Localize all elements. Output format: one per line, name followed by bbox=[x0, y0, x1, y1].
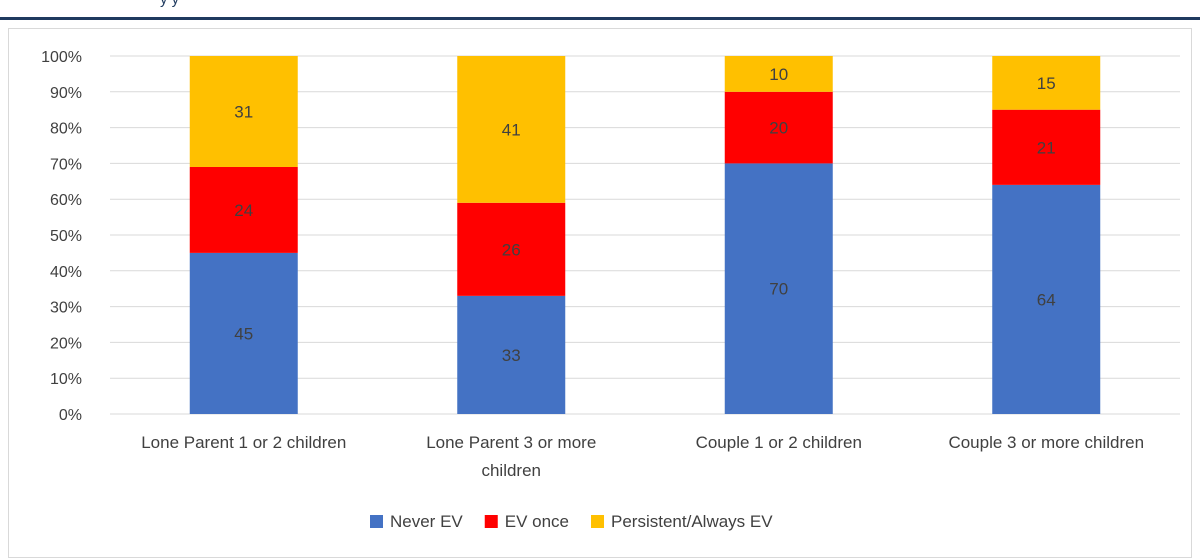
data-label: 70 bbox=[769, 280, 788, 299]
legend-swatch bbox=[591, 515, 605, 528]
data-label: 41 bbox=[502, 120, 521, 139]
data-label: 20 bbox=[769, 119, 788, 138]
x-category-label: Couple 1 or 2 children bbox=[696, 433, 862, 452]
bar-segment-never-ev bbox=[992, 184, 1101, 414]
y-tick-label: 40% bbox=[50, 264, 82, 281]
data-label: 21 bbox=[1037, 138, 1056, 157]
bar-segment-persistent-always-ev bbox=[992, 56, 1101, 110]
legend-item: EV once bbox=[484, 512, 569, 531]
y-tick-label: 100% bbox=[41, 49, 82, 66]
y-tick-label: 20% bbox=[50, 335, 82, 352]
data-label: 10 bbox=[769, 65, 788, 84]
bar-group: 70 20 10 bbox=[724, 56, 833, 414]
cropped-header-text: y y bbox=[160, 0, 179, 8]
bar-segment-ev-once bbox=[992, 109, 1101, 185]
legend-label: EV once bbox=[505, 512, 569, 531]
bar-group: 64 21 15 bbox=[992, 56, 1101, 414]
legend-swatch bbox=[370, 515, 383, 528]
bar-group: 33 26 41 bbox=[457, 56, 566, 414]
data-label: 64 bbox=[1037, 290, 1056, 309]
y-axis-ticks: 0% 10% 20% 30% 40% 50% 60% 70% 80% 90% 100% bbox=[41, 49, 82, 424]
y-tick-label: 80% bbox=[50, 121, 82, 138]
bar-segment-never-ev bbox=[457, 295, 566, 414]
legend-item: Never EV bbox=[370, 512, 463, 531]
x-category-label: Lone Parent 3 or more bbox=[426, 433, 596, 452]
bar-segment-ev-once bbox=[189, 166, 298, 253]
data-label: 26 bbox=[502, 240, 521, 259]
y-tick-label: 30% bbox=[50, 300, 82, 317]
y-tick-label: 90% bbox=[50, 85, 82, 102]
y-tick-label: 60% bbox=[50, 192, 82, 209]
bar-segment-persistent-always-ev bbox=[189, 56, 298, 167]
x-category-label: Lone Parent 1 or 2 children bbox=[141, 433, 346, 452]
bar-segment-ev-once bbox=[724, 91, 833, 164]
data-label: 24 bbox=[234, 201, 253, 220]
x-category-label: children bbox=[481, 461, 541, 480]
bar-segment-persistent-always-ev bbox=[724, 56, 833, 92]
bar-group: 45 24 31 bbox=[189, 56, 298, 414]
y-tick-label: 70% bbox=[50, 156, 82, 173]
bar-segment-never-ev bbox=[724, 163, 833, 414]
data-label: 15 bbox=[1037, 74, 1056, 93]
x-axis-labels: Lone Parent 1 or 2 children Lone Parent 3… bbox=[141, 433, 1144, 480]
bar-groups: 45 24 31 33 26 41 70 20 10 64 21 15 bbox=[189, 56, 1101, 414]
data-label: 33 bbox=[502, 346, 521, 365]
legend-swatch bbox=[484, 515, 498, 528]
y-tick-label: 50% bbox=[50, 228, 82, 245]
legend-item: Persistent/Always EV bbox=[591, 512, 773, 531]
bar-segment-never-ev bbox=[189, 252, 298, 414]
legend-label: Persistent/Always EV bbox=[611, 512, 773, 531]
y-tick-label: 10% bbox=[50, 371, 82, 388]
bar-segment-ev-once bbox=[457, 202, 566, 296]
data-label: 31 bbox=[234, 102, 253, 121]
bar-segment-persistent-always-ev bbox=[457, 56, 566, 203]
data-label: 45 bbox=[234, 324, 253, 343]
legend-label: Never EV bbox=[390, 512, 463, 531]
y-tick-label: 0% bbox=[59, 407, 82, 424]
top-header-band: y y bbox=[0, 0, 1200, 20]
x-category-label: Couple 3 or more children bbox=[948, 433, 1144, 452]
legend: Never EV EV once Persistent/Always EV bbox=[370, 512, 773, 531]
